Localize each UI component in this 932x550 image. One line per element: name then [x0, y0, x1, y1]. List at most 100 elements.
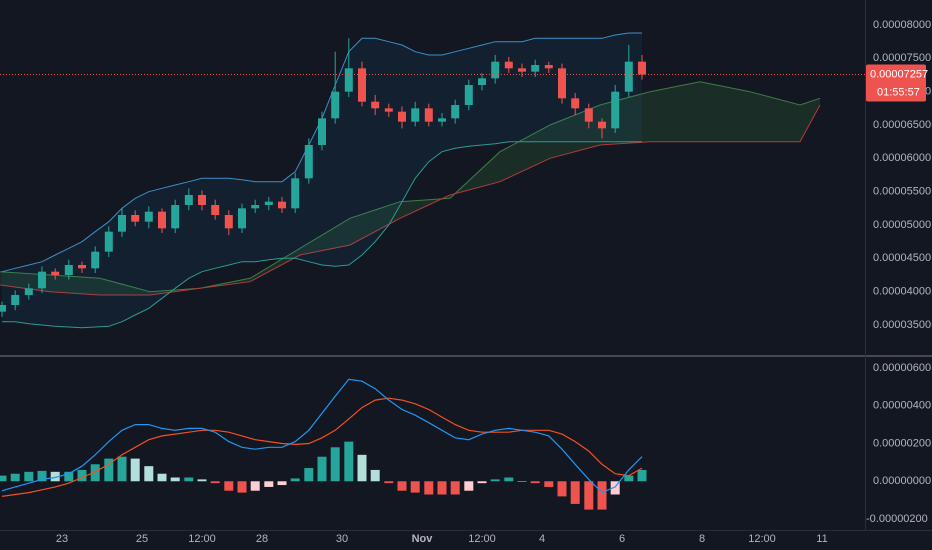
- current-price-box: [866, 64, 926, 102]
- time-tick-label: 28: [256, 533, 268, 545]
- candle-body: [451, 105, 460, 119]
- candle-body: [91, 251, 100, 269]
- histogram-bar: [517, 481, 527, 482]
- time-tick-label: Nov: [412, 533, 434, 545]
- candle-body: [38, 271, 46, 289]
- candle-body: [398, 111, 406, 122]
- candle-body: [424, 108, 433, 122]
- candle-body: [464, 85, 473, 105]
- current-price-label: 0.00007257: [870, 68, 928, 80]
- cloud-span-a: [0, 81, 821, 293]
- time-tick-label: 23: [56, 533, 68, 545]
- time-tick-label: 30: [336, 533, 348, 545]
- candle-body: [504, 61, 513, 69]
- candle-body: [278, 201, 286, 209]
- candle-body: [64, 265, 73, 275]
- price-tick-label: 0.00003500: [873, 319, 931, 331]
- candle-body: [238, 208, 246, 229]
- cloud-span-b: [0, 104, 821, 296]
- candle-body: [358, 68, 366, 102]
- histogram-bar: [224, 481, 234, 491]
- time-tick-label: 25: [136, 533, 148, 545]
- candle-body: [78, 265, 86, 269]
- countdown-label: 01:55:57: [877, 86, 920, 98]
- candle-body: [291, 178, 300, 209]
- histogram-bar: [117, 456, 127, 482]
- time-tick-label: 4: [539, 533, 545, 545]
- candle-body: [624, 61, 633, 92]
- macd-tick-label: 0.00000400: [873, 400, 931, 412]
- price-tick-label: 0.00004000: [873, 286, 931, 298]
- time-tick-label: 12:00: [468, 533, 496, 545]
- histogram-bar: [157, 473, 167, 482]
- candle-body: [478, 78, 486, 85]
- candle-body: [0, 305, 7, 312]
- band-line: [2, 141, 642, 329]
- candle-body: [211, 205, 220, 215]
- histogram-bar: [437, 481, 447, 495]
- histogram-bar: [144, 466, 154, 482]
- candle-body: [131, 215, 140, 222]
- histogram-bar: [504, 477, 514, 482]
- histogram-bar: [10, 473, 20, 482]
- histogram-bar: [464, 481, 474, 491]
- price-tick-label: 0.00006500: [873, 119, 931, 131]
- histogram-bar: [357, 454, 367, 482]
- histogram-bar: [0, 475, 7, 482]
- histogram-bar: [197, 479, 207, 482]
- histogram-bar: [330, 447, 340, 482]
- candle-body: [251, 205, 260, 209]
- candle-body: [638, 61, 646, 75]
- candle-body: [584, 108, 593, 122]
- histogram-bar: [597, 481, 607, 510]
- macd-line: [1, 378, 643, 494]
- candle-body: [371, 101, 380, 109]
- histogram-bar: [397, 481, 407, 491]
- candle-body: [491, 61, 500, 79]
- histogram-bar: [424, 481, 434, 495]
- candle-body: [558, 68, 566, 99]
- candle-body: [224, 215, 233, 229]
- band-fill: [2, 33, 642, 328]
- candle-body: [531, 65, 540, 72]
- macd-tick-label: -0.00000200: [866, 513, 928, 525]
- histogram-bar: [184, 477, 194, 482]
- histogram-bar: [637, 469, 647, 482]
- time-tick-label: 12:00: [748, 533, 776, 545]
- time-tick-label: 11: [816, 533, 827, 545]
- histogram-bar: [50, 471, 60, 482]
- candle-body: [611, 91, 620, 129]
- histogram-bar: [370, 469, 380, 482]
- price-tick-label: 0.00008000: [873, 19, 931, 31]
- histogram-bar: [410, 481, 420, 493]
- histogram-bar: [237, 481, 247, 493]
- histogram-bar: [250, 481, 260, 491]
- candle-body: [198, 195, 206, 205]
- candle-body: [51, 271, 60, 275]
- candle-body: [118, 215, 126, 232]
- histogram-bar: [64, 471, 74, 482]
- macd-tick-label: 0.00000000: [873, 475, 931, 487]
- candle-body: [438, 118, 446, 122]
- time-tick-label: 8: [699, 533, 705, 545]
- candle-body: [331, 91, 340, 119]
- histogram-bar: [490, 479, 500, 482]
- histogram-bar: [317, 456, 327, 482]
- candle-body: [411, 108, 420, 122]
- histogram-bar: [277, 481, 287, 486]
- histogram-bar: [77, 469, 87, 482]
- candle-body: [518, 68, 526, 72]
- time-tick-label: 6: [619, 533, 625, 545]
- candle-body: [598, 121, 606, 129]
- candle-body: [11, 295, 20, 305]
- histogram-bar: [24, 471, 34, 482]
- macd-tick-label: 0.00000600: [873, 362, 931, 374]
- histogram-bar: [477, 481, 487, 484]
- histogram-bar: [570, 481, 580, 504]
- candle-body: [304, 145, 313, 179]
- price-tick-label: 0.00004500: [873, 252, 931, 264]
- histogram-bar: [90, 464, 100, 482]
- candle-body: [144, 211, 153, 222]
- histogram-bar: [584, 481, 594, 510]
